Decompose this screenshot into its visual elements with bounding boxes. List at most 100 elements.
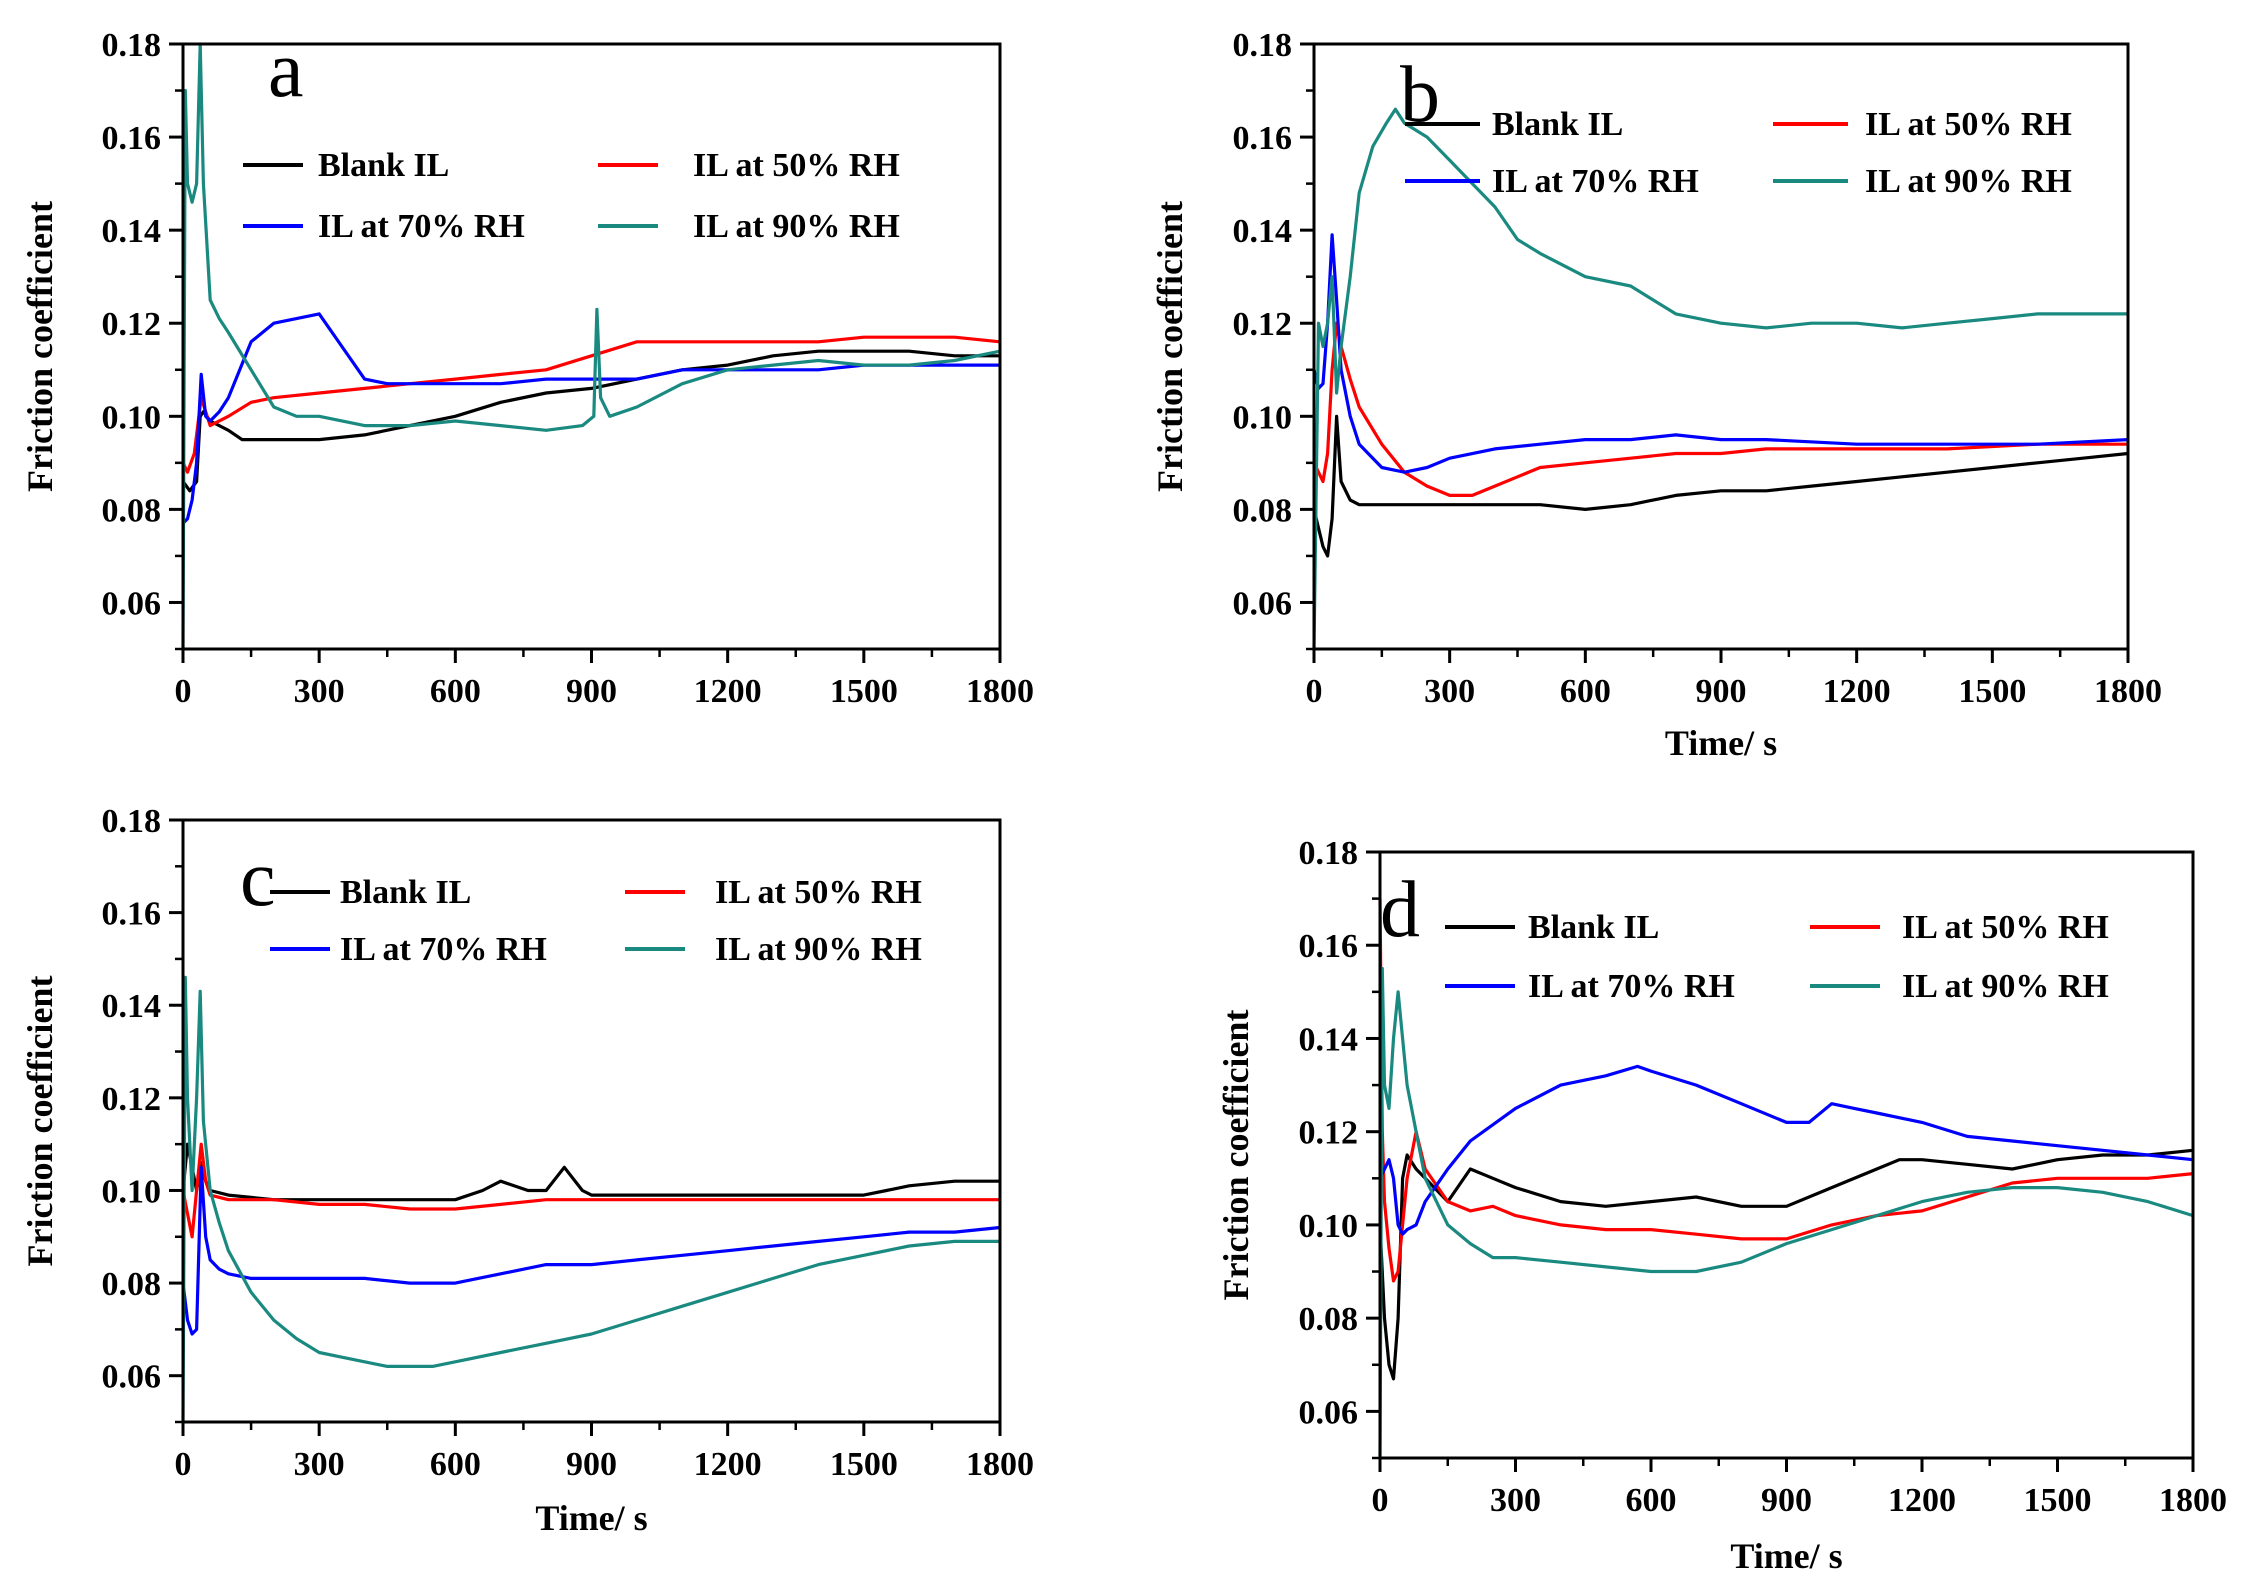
y-axis-title: Friction coefficient xyxy=(1150,201,1190,492)
x-tick-label: 1200 xyxy=(694,673,762,710)
x-tick-label: 1500 xyxy=(830,1446,898,1483)
y-tick-label: 0.08 xyxy=(1233,492,1293,529)
chart-panel-b: 0 300 600 900 1200 1500 1800 0.06 0.08 0.10 0.12 0.… xyxy=(1150,27,2162,763)
y-tick-label: 0.14 xyxy=(102,988,162,1025)
x-tick-label: 0 xyxy=(1372,1482,1389,1519)
legend-label: IL at 50% RH xyxy=(715,874,922,911)
series-line-il-at-50-rh xyxy=(181,335,1001,474)
y-tick-label: 0.06 xyxy=(1299,1394,1359,1431)
y-tick-label: 0.06 xyxy=(102,585,162,622)
series-line-il-at-90-rh xyxy=(1312,107,2128,650)
x-tick-label: 600 xyxy=(430,673,481,710)
y-tick-label: 0.08 xyxy=(102,1266,162,1303)
x-tick-label: 600 xyxy=(1560,673,1611,710)
x-tick-label: 1500 xyxy=(2024,1482,2092,1519)
x-tick-label: 900 xyxy=(566,1446,617,1483)
y-tick-label: 0.10 xyxy=(102,1173,162,1210)
y-tick-label: 0.16 xyxy=(1299,928,1359,965)
legend-label: IL at 70% RH xyxy=(318,208,525,245)
y-tick-label: 0.10 xyxy=(102,399,162,436)
legend-label: Blank IL xyxy=(318,147,449,184)
y-tick-label: 0.12 xyxy=(1233,306,1293,343)
series-line-il-at-70-rh xyxy=(1312,233,2129,474)
x-tick-label: 300 xyxy=(294,1446,345,1483)
x-tick-label: 900 xyxy=(1696,673,1747,710)
x-tick-label: 1200 xyxy=(1823,673,1891,710)
x-tick-label: 300 xyxy=(1424,673,1475,710)
x-tick-label: 1800 xyxy=(966,1446,1034,1483)
x-tick-label: 0 xyxy=(175,1446,192,1483)
plot-frame xyxy=(181,42,1002,651)
panel-label: c xyxy=(240,835,276,923)
x-tick-label: 900 xyxy=(1761,1482,1812,1519)
series-line-il-at-50-rh xyxy=(1312,321,2128,497)
y-tick-label: 0.10 xyxy=(1299,1208,1359,1245)
series-line-il-at-90-rh xyxy=(181,42,1001,650)
y-axis-title: Friction coefficient xyxy=(1216,1010,1256,1301)
legend-label: IL at 90% RH xyxy=(1902,968,2109,1005)
x-axis-title: Time/ s xyxy=(1730,1536,1842,1576)
x-tick-label: 1200 xyxy=(694,1446,762,1483)
x-tick-label: 600 xyxy=(1626,1482,1677,1519)
x-tick-label: 1500 xyxy=(830,673,898,710)
y-tick-label: 0.12 xyxy=(102,306,162,343)
x-axis-title: Time/ s xyxy=(1665,723,1777,763)
y-tick-label: 0.14 xyxy=(1299,1021,1359,1058)
y-tick-label: 0.18 xyxy=(102,803,162,840)
series-line-il-at-70-rh xyxy=(1378,1064,2194,1236)
x-tick-label: 1800 xyxy=(966,673,1034,710)
x-tick-label: 1500 xyxy=(1958,673,2026,710)
legend-label: IL at 90% RH xyxy=(1865,163,2072,200)
series-line-blank-il xyxy=(1312,414,2129,558)
series-line-il-at-50-rh xyxy=(181,1142,1000,1239)
x-tick-label: 0 xyxy=(1306,673,1323,710)
legend-label: IL at 50% RH xyxy=(693,147,900,184)
series-line-blank-il xyxy=(1378,1148,2194,1381)
y-tick-label: 0.06 xyxy=(1233,585,1293,622)
chart-panel-c: 0 300 600 900 1200 1500 1800 0.06 0.08 0.10 0.12 0.… xyxy=(20,803,1034,1538)
y-tick-label: 0.08 xyxy=(1299,1301,1359,1338)
y-tick-label: 0.18 xyxy=(1233,27,1293,64)
x-tick-label: 300 xyxy=(1490,1482,1541,1519)
y-tick-label: 0.16 xyxy=(102,120,162,157)
legend-label: IL at 70% RH xyxy=(1492,163,1699,200)
chart-panel-d: 0 300 600 900 1200 1500 1800 0.06 0.08 0.10 0.12 0.… xyxy=(1216,835,2227,1576)
x-axis-title: Time/ s xyxy=(535,1498,647,1538)
y-tick-label: 0.08 xyxy=(102,492,162,529)
legend-label: Blank IL xyxy=(1492,106,1623,143)
y-tick-label: 0.06 xyxy=(102,1359,162,1396)
panel-label: a xyxy=(268,26,304,114)
legend-label: Blank IL xyxy=(340,874,471,911)
x-tick-label: 0 xyxy=(175,673,192,710)
x-tick-label: 900 xyxy=(566,673,617,710)
y-tick-label: 0.16 xyxy=(1233,120,1293,157)
legend-label: Blank IL xyxy=(1528,909,1659,946)
y-tick-label: 0.12 xyxy=(1299,1115,1359,1152)
legend-label: IL at 50% RH xyxy=(1902,909,2109,946)
series-line-blank-il xyxy=(181,349,1000,493)
y-tick-label: 0.18 xyxy=(102,27,162,64)
legend-label: IL at 50% RH xyxy=(1865,106,2072,143)
y-axis-title: Friction coefficient xyxy=(20,201,60,492)
x-tick-label: 300 xyxy=(294,673,345,710)
x-tick-label: 600 xyxy=(430,1446,481,1483)
y-tick-label: 0.14 xyxy=(1233,213,1293,250)
series-line-il-at-70-rh xyxy=(181,312,1000,525)
chart-panel-a: 0 300 600 900 1200 1500 1800 0.06 0.08 0.10 0.12 0.… xyxy=(20,26,1034,710)
series-line-il-at-50-rh xyxy=(1378,898,2194,1283)
y-tick-label: 0.10 xyxy=(1233,399,1293,436)
y-tick-label: 0.18 xyxy=(1299,835,1359,872)
series-line-il-at-90-rh xyxy=(1378,966,2194,1459)
series-line-il-at-90-rh xyxy=(181,975,1000,1423)
series-line-il-at-70-rh xyxy=(181,1165,1001,1336)
series-line-blank-il xyxy=(181,1142,1000,1202)
x-tick-label: 1800 xyxy=(2094,673,2162,710)
x-tick-label: 1800 xyxy=(2159,1482,2227,1519)
panel-label: b xyxy=(1400,51,1440,139)
y-tick-label: 0.14 xyxy=(102,213,162,250)
y-axis-title: Friction coefficient xyxy=(20,976,60,1267)
panel-label: d xyxy=(1380,866,1420,954)
y-tick-label: 0.16 xyxy=(102,896,162,933)
legend-label: IL at 70% RH xyxy=(340,931,547,968)
